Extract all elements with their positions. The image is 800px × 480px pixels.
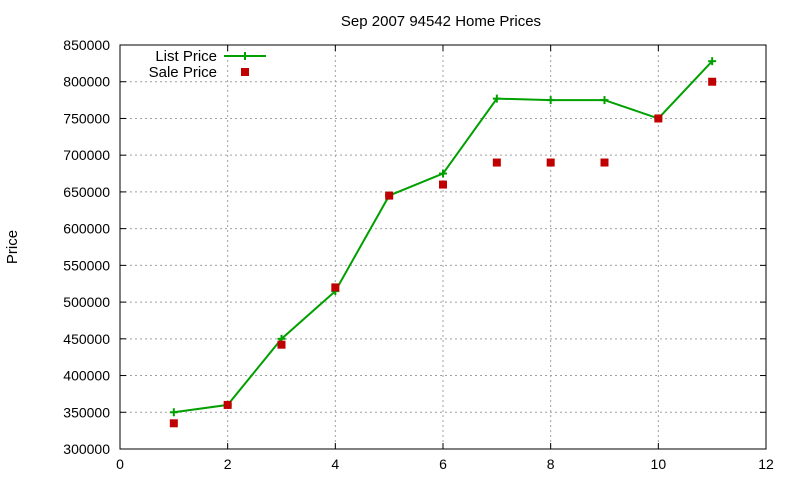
legend-marker xyxy=(241,52,249,60)
data-point xyxy=(654,114,663,123)
data-point xyxy=(492,158,501,167)
axis-ticks: 0 2 4 6 8 10 12 300000 350000 400000 450000 500000 5… xyxy=(63,37,774,472)
y-tick-label: 850000 xyxy=(63,37,110,53)
y-tick-label: 400000 xyxy=(63,368,110,384)
x-tick-label: 10 xyxy=(651,456,667,472)
y-tick-label: 450000 xyxy=(63,331,110,347)
y-tick-label: 700000 xyxy=(63,147,110,163)
data-point xyxy=(492,94,501,103)
y-tick-label: 300000 xyxy=(63,441,110,457)
x-tick-label: 6 xyxy=(439,456,447,472)
legend-label: Sale Price xyxy=(149,64,217,81)
y-tick-label: 600000 xyxy=(63,221,110,237)
x-tick-label: 2 xyxy=(224,456,232,472)
series-layer xyxy=(169,57,717,428)
data-point xyxy=(439,169,447,178)
data-point xyxy=(223,400,232,409)
data-point xyxy=(439,180,447,189)
data-point xyxy=(331,283,340,292)
data-point xyxy=(546,158,555,167)
legend-marker xyxy=(241,68,249,76)
y-tick-label: 800000 xyxy=(63,74,110,90)
x-tick-label: 8 xyxy=(547,456,555,472)
x-tick-label: 12 xyxy=(758,456,774,472)
data-point xyxy=(169,419,178,428)
chart-title: Sep 2007 94542 Home Prices xyxy=(341,13,541,30)
y-tick-label: 550000 xyxy=(63,257,110,273)
y-axis-label: Price xyxy=(4,230,21,264)
x-tick-label: 0 xyxy=(116,456,124,472)
y-tick-label: 750000 xyxy=(63,110,110,126)
series-1 xyxy=(169,77,717,428)
data-point xyxy=(708,57,717,66)
data-point xyxy=(385,191,394,200)
data-point xyxy=(277,340,286,349)
grid xyxy=(120,45,766,449)
data-point xyxy=(708,77,717,86)
legend-label: List Price xyxy=(155,48,217,65)
data-point xyxy=(600,158,609,167)
y-tick-label: 350000 xyxy=(63,404,110,420)
y-tick-label: 650000 xyxy=(63,184,110,200)
y-tick-label: 500000 xyxy=(63,294,110,310)
data-point xyxy=(546,96,555,105)
data-point xyxy=(600,96,609,105)
data-point xyxy=(169,408,178,417)
x-tick-label: 4 xyxy=(331,456,339,472)
